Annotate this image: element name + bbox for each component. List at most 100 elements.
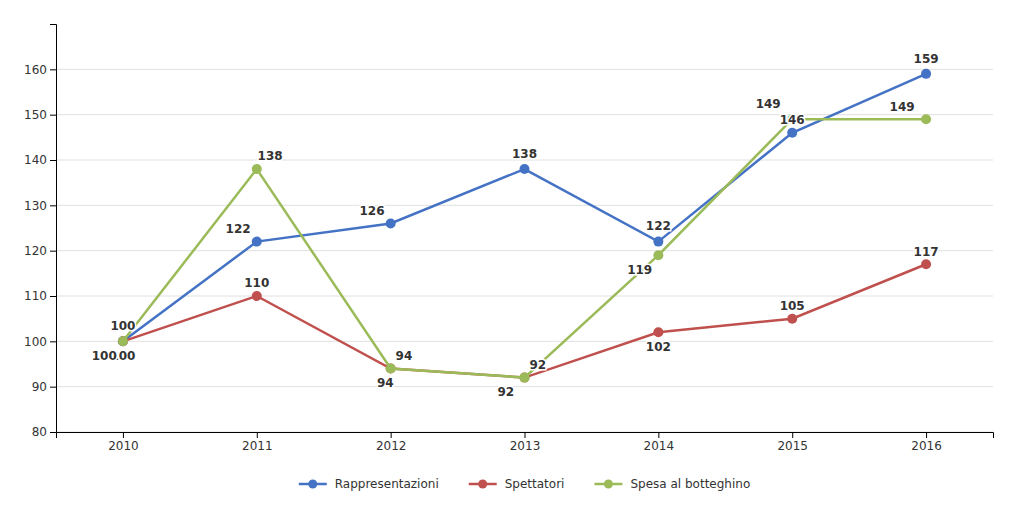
point xyxy=(653,327,663,337)
legend-marker xyxy=(478,480,487,489)
tick-label: 2016 xyxy=(911,439,942,453)
tick-mark xyxy=(50,69,56,70)
tick-mark xyxy=(525,432,526,438)
tick-mark xyxy=(257,432,258,438)
grid-line xyxy=(56,114,993,115)
point xyxy=(787,314,797,324)
point xyxy=(921,69,931,79)
data-label: 126 xyxy=(359,204,384,218)
data-label: 92 xyxy=(497,385,514,399)
point xyxy=(386,364,396,374)
legend-item: Spesa al botteghino xyxy=(594,477,750,491)
grid-line xyxy=(56,69,993,70)
legend-label: Spesa al botteghino xyxy=(630,477,750,491)
tick-mark xyxy=(50,251,56,252)
tick-label: 2014 xyxy=(644,439,675,453)
data-label: 100 xyxy=(110,319,135,333)
tick: 140 xyxy=(24,153,56,167)
legend-label: Rappresentazioni xyxy=(335,477,439,491)
grid-line xyxy=(56,296,993,297)
axis-line xyxy=(50,25,57,433)
tick: 160 xyxy=(24,63,56,77)
y-axis: 80 90 100 110 120 130 140 150 160 xyxy=(24,25,56,440)
series-markers xyxy=(118,69,931,346)
series-line xyxy=(123,119,926,377)
point xyxy=(386,218,396,228)
tick-mark xyxy=(50,387,56,388)
tick-mark xyxy=(50,160,56,161)
data-label: 146 xyxy=(780,113,805,127)
tick-mark xyxy=(391,432,392,438)
data-label: 102 xyxy=(646,340,671,354)
data-label: 117 xyxy=(914,245,939,259)
data-label: 122 xyxy=(226,222,251,236)
legend-item: Spettatori xyxy=(469,477,565,491)
legend-label: Spettatori xyxy=(505,477,565,491)
point xyxy=(653,250,663,260)
tick-label: 80 xyxy=(32,425,47,439)
grid-line xyxy=(56,205,993,206)
data-label: 159 xyxy=(914,52,939,66)
series-line xyxy=(123,264,926,377)
data-label: 119 xyxy=(627,263,652,277)
tick: 150 xyxy=(24,108,56,122)
series-markers xyxy=(118,114,931,382)
point xyxy=(787,128,797,138)
data-label: 110 xyxy=(244,276,269,290)
point xyxy=(252,164,262,174)
tick-mark xyxy=(50,115,56,116)
legend: Rappresentazioni Spettatori Spesa al botte… xyxy=(299,477,750,491)
point xyxy=(520,373,530,383)
tick-mark xyxy=(50,205,56,206)
chart: 2010 2011 2012 2013 2014 2015 2016 80 90 100 110 12… xyxy=(0,0,1023,512)
tick-mark xyxy=(792,432,793,438)
data-label: 149 xyxy=(756,97,781,111)
data-label: 138 xyxy=(258,149,283,163)
tick-label: 110 xyxy=(24,289,47,303)
tick: 100 xyxy=(24,335,56,349)
tick-label: 130 xyxy=(24,199,47,213)
data-label: 94 xyxy=(377,376,394,390)
data-label: 92 xyxy=(529,358,546,372)
tick-label: 100 xyxy=(24,335,47,349)
tick: 90 xyxy=(32,380,56,394)
tick-label: 2013 xyxy=(510,439,541,453)
tick-label: 120 xyxy=(24,244,47,258)
point xyxy=(653,237,663,247)
tick-mark xyxy=(50,341,56,342)
legend-item: Rappresentazioni xyxy=(299,477,439,491)
tick: 2014 xyxy=(644,432,675,453)
tick: 2012 xyxy=(376,432,407,453)
tick-mark xyxy=(658,432,659,438)
tick-label: 140 xyxy=(24,153,47,167)
data-label: 149 xyxy=(890,100,915,114)
tick-label: 2011 xyxy=(242,439,273,453)
tick-mark xyxy=(50,432,56,433)
tick: 110 xyxy=(24,289,56,303)
tick-label: 2010 xyxy=(108,439,139,453)
tick: 2010 xyxy=(108,432,139,453)
tick: 2015 xyxy=(777,432,808,453)
data-label: 94 xyxy=(396,349,413,363)
tick: 120 xyxy=(24,244,56,258)
tick-label: 2012 xyxy=(376,439,407,453)
data-label: 100 xyxy=(92,349,117,363)
x-axis: 2010 2011 2012 2013 2014 2015 2016 xyxy=(57,432,994,453)
point xyxy=(118,336,128,346)
tick: 2013 xyxy=(510,432,541,453)
point xyxy=(520,373,530,383)
marks xyxy=(118,69,931,383)
tick-label: 2015 xyxy=(777,439,808,453)
data-label: 122 xyxy=(646,219,671,233)
legend-marker xyxy=(308,480,317,489)
point xyxy=(386,364,396,374)
tick-mark xyxy=(926,432,927,438)
point xyxy=(921,114,931,124)
tick-mark xyxy=(50,296,56,297)
point xyxy=(252,291,262,301)
grid-line xyxy=(56,341,993,342)
legend-marker xyxy=(604,480,613,489)
grid-line xyxy=(56,386,993,387)
grid-line xyxy=(56,250,993,251)
tick: 130 xyxy=(24,199,56,213)
